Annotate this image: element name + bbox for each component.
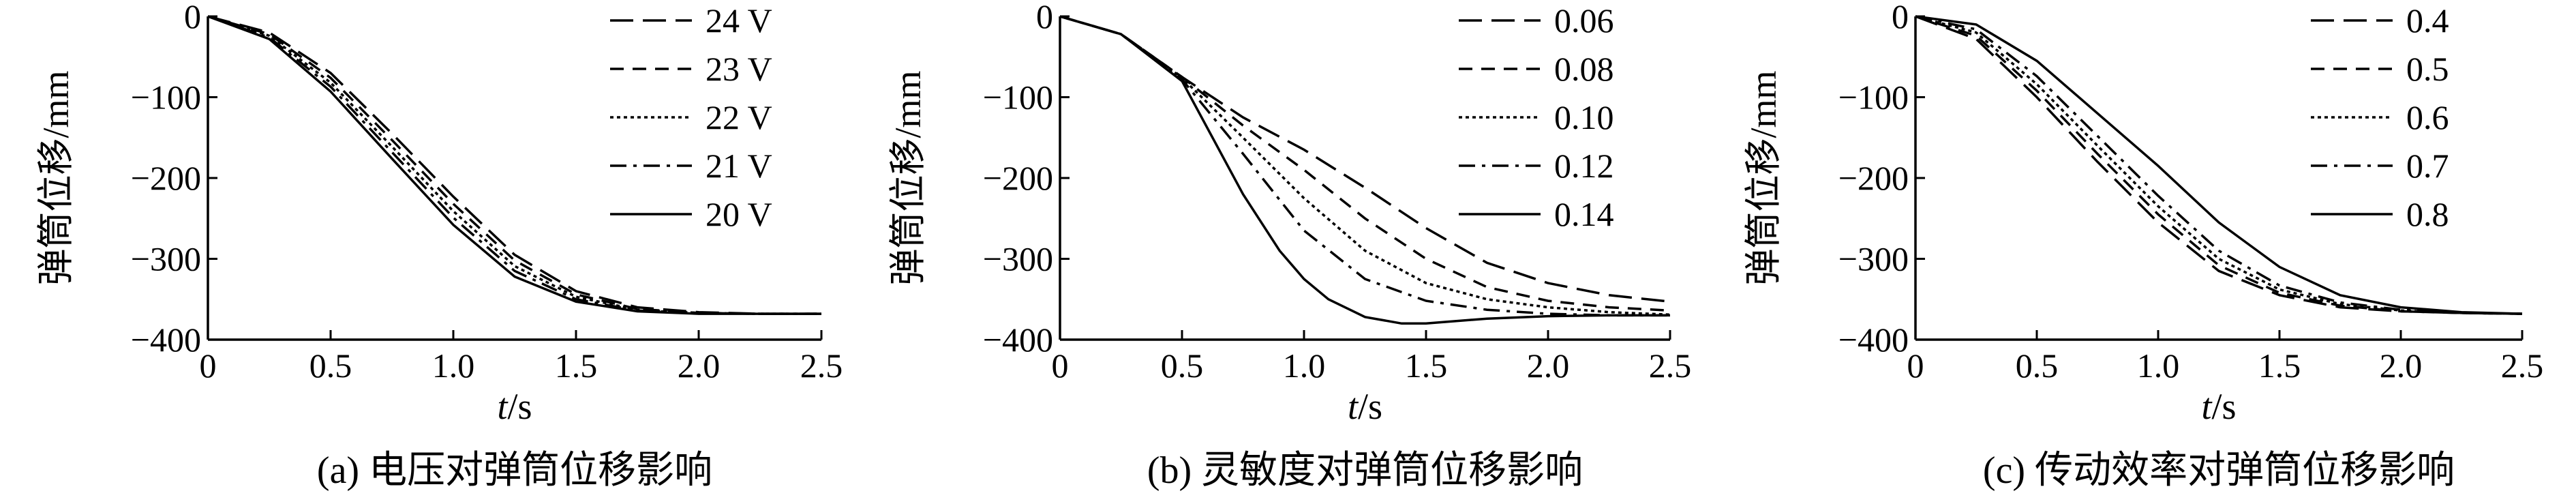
legend-label: 0.14: [1554, 195, 1614, 233]
x-tick-label: 2.5: [1649, 346, 1692, 385]
series-line-2: [1059, 15, 1671, 312]
y-tick-label: 0: [184, 0, 201, 35]
legend-label: 24 V: [706, 1, 772, 40]
series-line-5: [207, 15, 821, 315]
x-tick-label: 1.5: [1405, 346, 1448, 385]
y-tick-label: −400: [131, 321, 201, 359]
legend-label: 0.10: [1554, 98, 1614, 136]
panel-caption: (a) 电压对弹筒位移影响: [317, 449, 712, 492]
x-tick-label: 0: [1907, 346, 1924, 385]
x-tick-label: 1.0: [1283, 346, 1326, 385]
x-axis-label-unit: /s: [507, 386, 532, 427]
x-axis-label-symbol: t: [497, 386, 509, 427]
series-line-5: [1059, 15, 1670, 325]
legend-label: 20 V: [706, 195, 772, 233]
y-tick-label: −100: [1838, 78, 1909, 117]
y-tick-label: 0: [1036, 0, 1053, 35]
x-tick-label: 2.5: [800, 346, 843, 385]
series-line-3: [1915, 15, 2523, 315]
x-axis-label-unit: /s: [2211, 386, 2236, 427]
x-tick-label: 0.5: [2016, 346, 2059, 385]
y-tick-label: −400: [983, 321, 1053, 359]
y-axis-label: 弹筒位移/mm: [35, 70, 76, 285]
y-tick-label: −200: [1838, 159, 1909, 197]
series-line-3: [1059, 15, 1671, 316]
legend-label: 22 V: [706, 98, 772, 136]
legend-label: 0.12: [1554, 147, 1614, 185]
x-tick-label: 0: [200, 346, 217, 385]
y-tick-label: −200: [983, 159, 1053, 197]
y-tick-label: −300: [983, 240, 1053, 278]
x-tick-label: 2.0: [2380, 346, 2423, 385]
x-tick-label: 1.0: [432, 346, 475, 385]
x-axis-label: t/s: [2201, 386, 2236, 427]
legend-label: 23 V: [706, 50, 772, 88]
x-axis-label: t/s: [1348, 386, 1382, 427]
panel-caption: (c) 传动效率对弹筒位移影响: [1983, 449, 2455, 492]
x-tick-label: 1.5: [2258, 346, 2301, 385]
y-tick-label: 0: [1892, 0, 1909, 35]
y-axis-label: 弹筒位移/mm: [888, 70, 928, 285]
series-line-4: [1915, 15, 2523, 315]
x-axis-label-unit: /s: [1358, 386, 1382, 427]
legend-label: 0.4: [2406, 1, 2449, 40]
x-axis-label-symbol: t: [2201, 386, 2213, 427]
legend-label: 0.7: [2406, 147, 2449, 185]
legend-label: 0.06: [1554, 1, 1614, 40]
series-line-5: [1915, 15, 2523, 315]
x-tick-label: 0.5: [309, 346, 352, 385]
x-tick-label: 2.0: [678, 346, 721, 385]
legend-label: 0.8: [2406, 195, 2449, 233]
x-axis-label-symbol: t: [1348, 386, 1359, 427]
y-tick-label: −100: [983, 78, 1053, 117]
x-tick-label: 0: [1052, 346, 1069, 385]
x-tick-label: 1.0: [2137, 346, 2180, 385]
legend-label: 21 V: [706, 147, 772, 185]
y-tick-label: −100: [131, 78, 201, 117]
panel-caption: (b) 灵敏度对弹筒位移影响: [1147, 449, 1583, 492]
y-tick-label: −200: [131, 159, 201, 197]
x-tick-label: 2.5: [2501, 346, 2544, 385]
legend-label: 0.5: [2406, 50, 2449, 88]
series-line-1: [207, 15, 821, 315]
x-axis-label: t/s: [497, 386, 532, 427]
y-axis-label: 弹筒位移/mm: [1743, 70, 1784, 285]
y-tick-label: −400: [1838, 321, 1909, 359]
legend-label: 0.6: [2406, 98, 2449, 136]
x-tick-label: 2.0: [1527, 346, 1570, 385]
x-tick-label: 1.5: [555, 346, 598, 385]
x-tick-label: 0.5: [1161, 346, 1204, 385]
legend-label: 0.08: [1554, 50, 1614, 88]
y-tick-label: −300: [131, 240, 201, 278]
y-tick-label: −300: [1838, 240, 1909, 278]
